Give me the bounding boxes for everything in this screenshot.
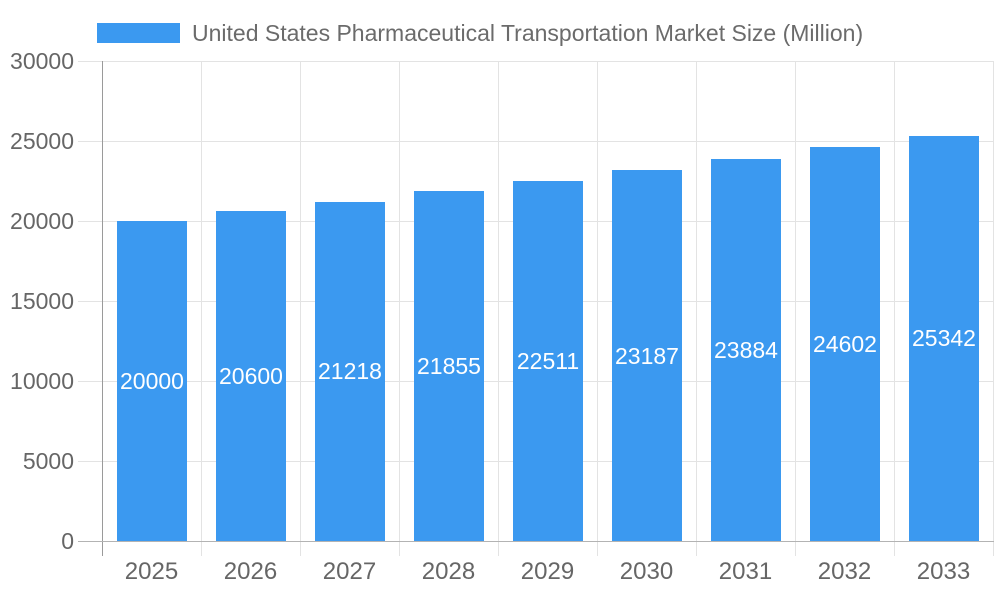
x-gridline bbox=[201, 61, 202, 556]
bar-2026 bbox=[216, 211, 286, 541]
x-gridline bbox=[597, 61, 598, 556]
bar-2031 bbox=[711, 159, 781, 541]
bar-2029 bbox=[513, 181, 583, 541]
legend-label: United States Pharmaceutical Transportat… bbox=[192, 20, 864, 46]
y-axis-label: 15000 bbox=[10, 288, 74, 314]
bar-2030 bbox=[612, 170, 682, 541]
y-gridline bbox=[78, 141, 993, 142]
y-axis-label: 0 bbox=[61, 528, 74, 554]
bar-value-label: 21855 bbox=[417, 353, 481, 379]
legend: United States Pharmaceutical Transportat… bbox=[97, 20, 863, 46]
x-gridline bbox=[894, 61, 895, 556]
bar-value-label: 21218 bbox=[318, 358, 382, 384]
x-axis-label: 2027 bbox=[322, 558, 377, 585]
bar-value-label: 23884 bbox=[714, 337, 778, 363]
x-axis-label: 2030 bbox=[619, 558, 674, 585]
x-axis-label: 2031 bbox=[718, 558, 773, 585]
x-axis-label: 2033 bbox=[916, 558, 971, 585]
y-axis-label: 10000 bbox=[10, 368, 74, 394]
x-axis-line bbox=[78, 541, 994, 542]
y-axis-label: 20000 bbox=[10, 208, 74, 234]
bar-value-label: 23187 bbox=[615, 343, 679, 369]
bar-value-label: 22511 bbox=[516, 348, 580, 374]
x-axis-label: 2028 bbox=[421, 558, 476, 585]
bar-2028 bbox=[414, 191, 484, 541]
bar-value-label: 20000 bbox=[120, 368, 184, 394]
bar-value-label: 20600 bbox=[219, 363, 283, 389]
bar-2025 bbox=[117, 221, 187, 541]
bar-value-label: 25342 bbox=[912, 325, 976, 351]
x-gridline bbox=[795, 61, 796, 556]
x-gridline bbox=[300, 61, 301, 556]
y-axis-line bbox=[102, 61, 103, 556]
y-gridline bbox=[78, 61, 993, 62]
x-axis-label: 2032 bbox=[817, 558, 872, 585]
x-axis-label: 2025 bbox=[124, 558, 179, 585]
bar-2032 bbox=[810, 147, 880, 541]
x-gridline bbox=[498, 61, 499, 556]
y-axis-label: 30000 bbox=[10, 48, 74, 74]
bar-2027 bbox=[315, 202, 385, 541]
x-gridline bbox=[696, 61, 697, 556]
x-axis-label: 2029 bbox=[520, 558, 575, 585]
x-axis-label: 2026 bbox=[223, 558, 278, 585]
bar-2033 bbox=[909, 136, 979, 541]
bar-value-label: 24602 bbox=[813, 331, 877, 357]
x-gridline bbox=[399, 61, 400, 556]
y-axis-label: 5000 bbox=[22, 448, 74, 474]
x-gridline bbox=[993, 61, 994, 556]
y-axis-label: 25000 bbox=[10, 128, 74, 154]
legend-swatch bbox=[97, 23, 180, 43]
